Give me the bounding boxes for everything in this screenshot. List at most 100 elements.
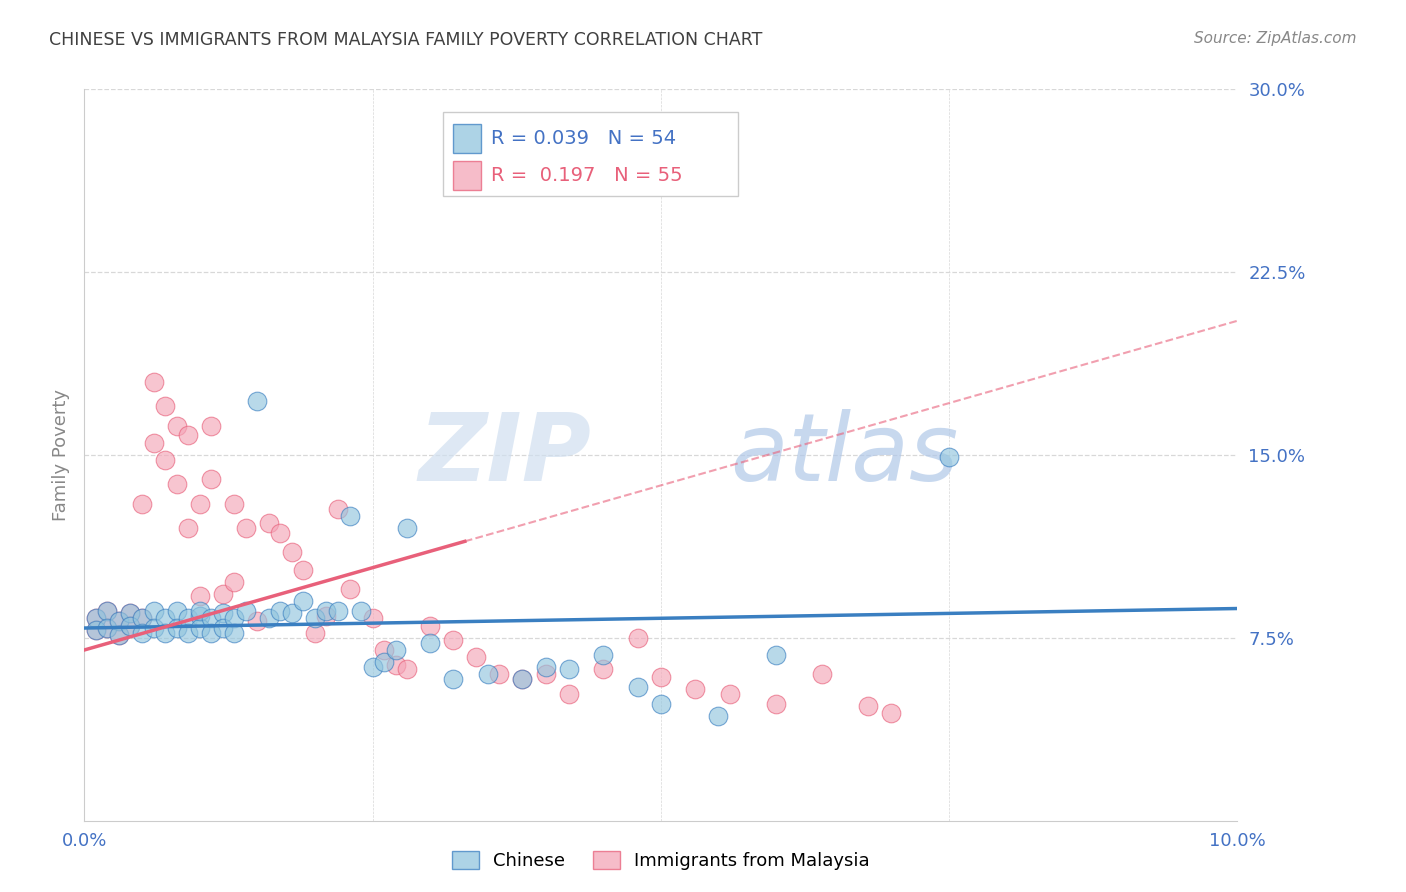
Point bbox=[200, 611, 222, 625]
Point bbox=[153, 626, 176, 640]
Point bbox=[292, 562, 315, 576]
Point bbox=[166, 604, 188, 618]
Point bbox=[512, 672, 534, 686]
Point bbox=[108, 628, 131, 642]
Point bbox=[211, 587, 233, 601]
Point bbox=[361, 611, 384, 625]
Point bbox=[304, 626, 326, 640]
Point bbox=[350, 604, 373, 618]
Point bbox=[246, 614, 269, 628]
Point bbox=[246, 394, 269, 409]
Point bbox=[811, 667, 834, 681]
Point bbox=[269, 604, 291, 618]
Point bbox=[938, 450, 960, 465]
Text: CHINESE VS IMMIGRANTS FROM MALAYSIA FAMILY POVERTY CORRELATION CHART: CHINESE VS IMMIGRANTS FROM MALAYSIA FAMI… bbox=[49, 31, 762, 49]
Point bbox=[188, 621, 211, 635]
Point bbox=[419, 635, 441, 649]
Point bbox=[373, 655, 395, 669]
Point bbox=[153, 452, 176, 467]
Point bbox=[153, 611, 176, 625]
Legend: Chinese, Immigrants from Malaysia: Chinese, Immigrants from Malaysia bbox=[444, 844, 877, 878]
Text: Source: ZipAtlas.com: Source: ZipAtlas.com bbox=[1194, 31, 1357, 46]
Point bbox=[441, 672, 464, 686]
Point bbox=[396, 663, 419, 677]
Point bbox=[281, 545, 304, 559]
Point bbox=[557, 663, 579, 677]
Point bbox=[315, 604, 337, 618]
Point bbox=[131, 497, 153, 511]
Text: R =  0.197   N = 55: R = 0.197 N = 55 bbox=[491, 166, 682, 186]
Point bbox=[880, 706, 903, 721]
Point bbox=[627, 631, 650, 645]
Point bbox=[153, 399, 176, 413]
Point bbox=[396, 521, 419, 535]
Point bbox=[188, 497, 211, 511]
Point bbox=[488, 667, 510, 681]
Point bbox=[200, 472, 222, 486]
Point bbox=[718, 687, 741, 701]
Point bbox=[120, 607, 142, 621]
Point bbox=[315, 608, 337, 623]
Point bbox=[84, 611, 107, 625]
Point bbox=[304, 611, 326, 625]
Point bbox=[142, 435, 165, 450]
Point bbox=[177, 521, 200, 535]
Point bbox=[188, 590, 211, 604]
Point bbox=[108, 628, 131, 642]
Text: atlas: atlas bbox=[730, 409, 959, 500]
Y-axis label: Family Poverty: Family Poverty bbox=[52, 389, 70, 521]
Point bbox=[84, 611, 107, 625]
Point bbox=[534, 667, 557, 681]
Point bbox=[534, 660, 557, 674]
Point bbox=[765, 697, 787, 711]
Point bbox=[441, 633, 464, 648]
Point bbox=[84, 624, 107, 638]
Point bbox=[419, 618, 441, 632]
Point bbox=[257, 516, 280, 531]
Point bbox=[339, 508, 361, 523]
Point bbox=[373, 643, 395, 657]
Point bbox=[224, 497, 246, 511]
Point bbox=[384, 657, 406, 672]
Point bbox=[120, 618, 142, 632]
Point bbox=[707, 708, 730, 723]
Point bbox=[858, 699, 880, 714]
Point bbox=[142, 375, 165, 389]
Point bbox=[108, 614, 131, 628]
Point bbox=[200, 626, 222, 640]
Point bbox=[108, 614, 131, 628]
Point bbox=[650, 697, 672, 711]
Text: R = 0.039   N = 54: R = 0.039 N = 54 bbox=[491, 128, 676, 148]
Point bbox=[326, 604, 349, 618]
Point bbox=[142, 621, 165, 635]
Point bbox=[224, 626, 246, 640]
Point bbox=[765, 648, 787, 662]
Text: ZIP: ZIP bbox=[419, 409, 592, 501]
Point bbox=[592, 663, 614, 677]
Point bbox=[512, 672, 534, 686]
Point bbox=[627, 680, 650, 694]
Point bbox=[96, 604, 118, 618]
Point bbox=[177, 611, 200, 625]
Point bbox=[477, 667, 499, 681]
Point bbox=[166, 418, 188, 433]
Point bbox=[326, 501, 349, 516]
Point bbox=[224, 574, 246, 589]
Point bbox=[465, 650, 488, 665]
Point bbox=[166, 477, 188, 491]
Point bbox=[177, 626, 200, 640]
Point bbox=[235, 521, 257, 535]
Point bbox=[96, 621, 118, 635]
Point bbox=[224, 611, 246, 625]
Point bbox=[84, 624, 107, 638]
Point bbox=[166, 621, 188, 635]
Point bbox=[281, 607, 304, 621]
Point bbox=[292, 594, 315, 608]
Point bbox=[120, 618, 142, 632]
Point bbox=[120, 607, 142, 621]
Point bbox=[131, 611, 153, 625]
Point bbox=[235, 604, 257, 618]
Point bbox=[339, 582, 361, 596]
Point bbox=[592, 648, 614, 662]
Point bbox=[177, 428, 200, 442]
